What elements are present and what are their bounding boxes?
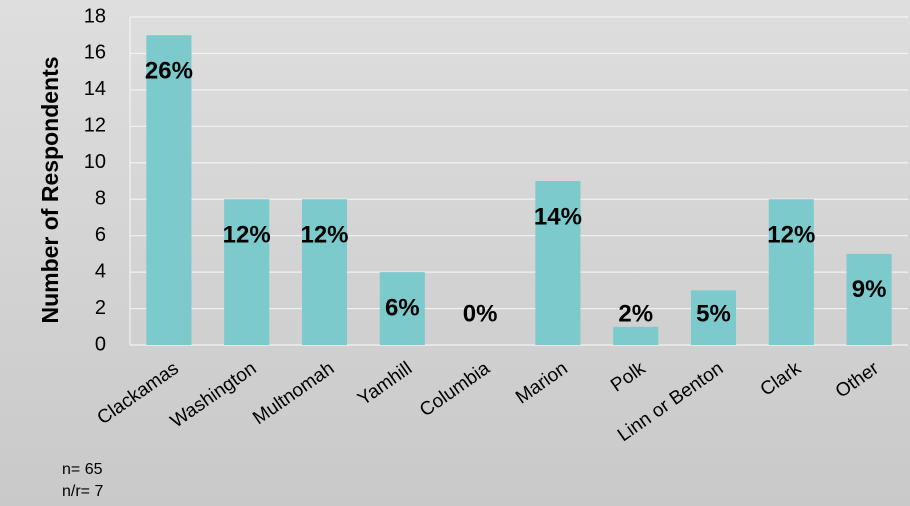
y-tick-label: 6 [95, 224, 106, 246]
y-tick-label: 16 [84, 42, 106, 64]
y-tick-label: 18 [84, 5, 106, 27]
y-tick-label: 12 [84, 115, 106, 137]
data-label: 5% [696, 300, 731, 327]
bar [613, 326, 659, 345]
y-tick-label: 10 [84, 151, 106, 173]
y-tick-label: 2 [95, 297, 106, 319]
bar [690, 290, 737, 345]
annotation: n/r= 7 [62, 483, 103, 500]
bar [301, 199, 348, 345]
y-axis-title: Number of Respondents [37, 56, 63, 323]
y-tick-label: 8 [95, 188, 106, 210]
y-tick-label: 0 [95, 333, 106, 355]
bar [224, 199, 270, 345]
data-label: 12% [300, 222, 348, 249]
data-label: 12% [767, 222, 815, 249]
bar [768, 199, 814, 345]
data-label: 9% [852, 276, 887, 303]
bar [535, 181, 581, 345]
annotation: n= 65 [62, 461, 103, 478]
data-label: 6% [385, 294, 420, 321]
data-label: 2% [618, 300, 653, 327]
bar [846, 253, 892, 345]
data-label: 0% [463, 300, 498, 327]
bar [379, 272, 425, 345]
data-label: 14% [534, 203, 582, 230]
bar [146, 35, 192, 345]
y-tick-label: 4 [95, 260, 106, 282]
y-tick-label: 14 [84, 78, 106, 100]
data-label: 26% [145, 58, 193, 85]
data-label: 12% [223, 222, 271, 249]
